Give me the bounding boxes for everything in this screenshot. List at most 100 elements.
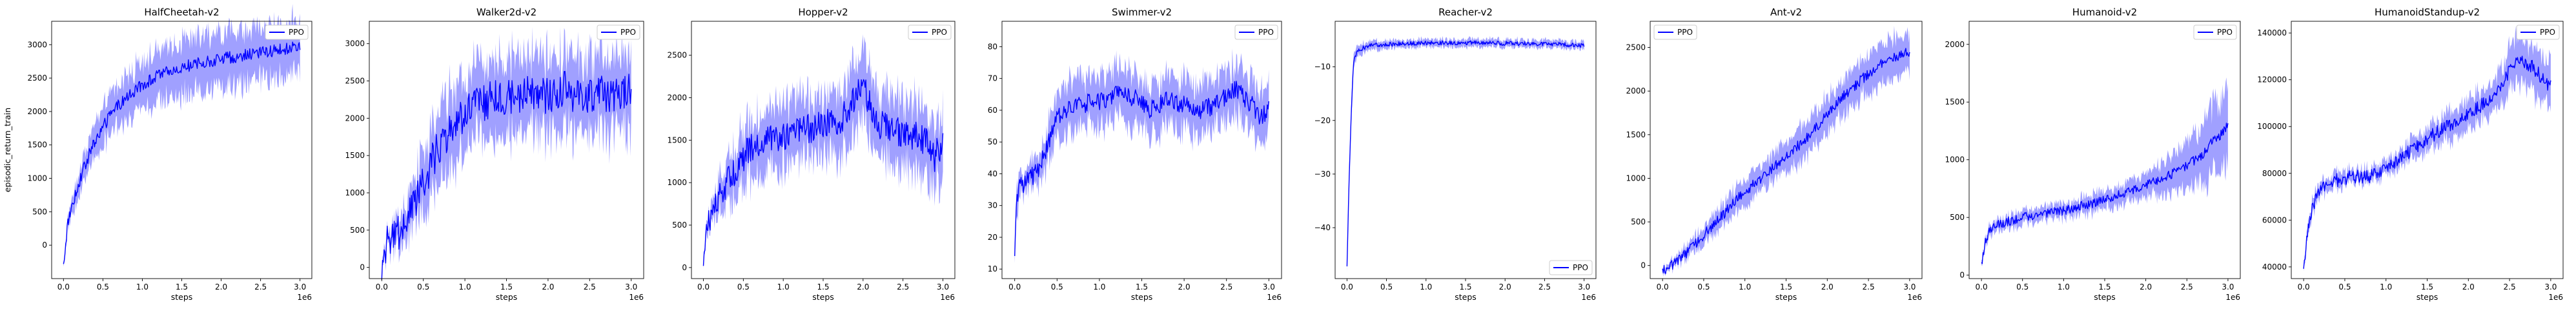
x-scale-note: 1e6 [1581, 293, 1596, 302]
series-line-ppo [381, 70, 632, 280]
y-tick-label: 500 [350, 226, 365, 235]
x-tick-label: 3.0 [2222, 282, 2234, 291]
y-tick-label: 1000 [667, 178, 687, 187]
x-tick-label: 2.5 [1538, 282, 1551, 291]
y-tick-label: 2000 [1626, 86, 1646, 95]
chart-title: Reacher-v2 [1438, 6, 1493, 18]
chart-title: HalfCheetah-v2 [144, 6, 219, 18]
x-scale-note: 1e6 [629, 293, 644, 302]
series-band-ppo [382, 26, 631, 284]
chart-title: Ant-v2 [1770, 6, 1802, 18]
x-scale-note: 1e6 [297, 293, 312, 302]
chart-title: Hopper-v2 [798, 6, 848, 18]
x-tick-label: 0.5 [1051, 282, 1063, 291]
series-line-ppo [702, 79, 944, 266]
x-tick-label: 0.0 [1341, 282, 1353, 291]
y-tick-label: 20 [988, 233, 997, 242]
x-tick-label: 2.0 [215, 282, 227, 291]
series-line-ppo [63, 41, 301, 264]
x-tick-label: 2.0 [2462, 282, 2475, 291]
y-tick-label: 0 [1641, 261, 1646, 270]
x-tick-label: 2.0 [857, 282, 869, 291]
y-tick-label: 10 [988, 264, 997, 273]
y-tick-label: 3000 [27, 40, 47, 49]
legend-box [265, 25, 309, 40]
x-tick-label: 0.5 [737, 282, 750, 291]
legend-box [1234, 25, 1278, 40]
y-tick-label: 2500 [27, 74, 47, 83]
legend: PPO [1653, 25, 1697, 40]
y-tick-label: 500 [1950, 213, 1965, 222]
y-tick-label: 70 [988, 74, 997, 83]
y-tick-label: 1000 [345, 188, 365, 197]
x-tick-label: 3.0 [625, 282, 637, 291]
chart-title: Humanoid-v2 [2072, 6, 2137, 18]
x-tick-label: 0.5 [2016, 282, 2029, 291]
legend: PPO [2193, 25, 2237, 40]
x-axis-label: steps [1455, 292, 1477, 302]
x-tick-label: 0.0 [697, 282, 710, 291]
x-tick-label: 2.5 [1863, 282, 1875, 291]
y-tick-label: 1500 [345, 151, 365, 160]
x-tick-label: 1.5 [176, 282, 188, 291]
chart-panel-4: Swimmer-v2 0.0 0.5 1.0 1.5 2.0 2.5 3.0 10 20 30 40 5… [988, 6, 1282, 302]
x-tick-label: 1.0 [1420, 282, 1432, 291]
y-tick-label: 1000 [1945, 155, 1965, 164]
x-tick-label: 1.0 [1739, 282, 1751, 291]
y-tick-label: −40 [1314, 223, 1331, 232]
chart-panel-2: Walker2d-v2 0.0 0.5 1.0 1.5 2.0 2.5 3.0 0 500 1000… [345, 6, 644, 302]
chart-panel-1: HalfCheetah-v2 0.0 0.5 1.0 1.5 2.0 2.5 3.0 0 500 1… [3, 4, 312, 302]
legend-box [908, 25, 952, 40]
x-tick-label: 1.5 [817, 282, 829, 291]
y-tick-label: 2000 [345, 114, 365, 123]
x-scale-note: 1e6 [2225, 293, 2240, 302]
x-axis-label: steps [812, 292, 834, 302]
legend: PPO [2516, 25, 2560, 40]
x-tick-label: 2.5 [897, 282, 909, 291]
y-tick-label: 500 [672, 221, 687, 230]
x-tick-label: 0.5 [97, 282, 109, 291]
series-band-ppo [1662, 26, 1910, 277]
x-axis-label: steps [2417, 292, 2438, 302]
y-tick-label: 30 [988, 201, 997, 210]
x-tick-label: 1.0 [777, 282, 790, 291]
x-tick-label: 0.0 [1657, 282, 1669, 291]
x-tick-label: 1.5 [500, 282, 513, 291]
legend-box [2193, 25, 2237, 40]
y-tick-label: 60000 [2262, 215, 2287, 224]
x-tick-label: 2.5 [584, 282, 596, 291]
y-tick-label: 3000 [345, 39, 365, 48]
x-tick-label: 0.0 [1976, 282, 1988, 291]
y-tick-label: −10 [1314, 63, 1331, 72]
x-tick-label: 3.0 [1903, 282, 1916, 291]
y-tick-label: 40 [988, 169, 997, 178]
y-tick-label: 80 [988, 42, 997, 51]
y-tick-label: 1500 [1945, 97, 1965, 106]
x-tick-label: 2.5 [254, 282, 267, 291]
legend: PPO [597, 25, 640, 40]
series-band-ppo [703, 34, 943, 269]
chart-panel-3: Hopper-v2 0.0 0.5 1.0 1.5 2.0 2.5 3.0 0 500 1000 15… [667, 6, 956, 302]
y-tick-label: 2000 [667, 94, 687, 103]
x-tick-label: 0.5 [1697, 282, 1710, 291]
x-tick-label: 0.5 [1380, 282, 1393, 291]
chart-title: Walker2d-v2 [476, 6, 537, 18]
x-tick-label: 2.0 [1178, 282, 1191, 291]
y-tick-label: −20 [1314, 116, 1331, 125]
y-tick-label: 500 [1631, 217, 1646, 226]
x-tick-label: 0.0 [57, 282, 70, 291]
chart-title: Swimmer-v2 [1112, 6, 1172, 18]
x-tick-label: 3.0 [1578, 282, 1590, 291]
legend-box [597, 25, 640, 40]
series-band-ppo [1347, 35, 1584, 272]
y-tick-label: 0 [42, 241, 47, 250]
x-scale-note: 1e6 [940, 293, 955, 302]
series-line-ppo [2303, 55, 2551, 269]
chart-panel-7: Humanoid-v2 0.0 0.5 1.0 1.5 2.0 2.5 3.0 0 500 1000… [1945, 6, 2241, 302]
y-tick-label: 140000 [2257, 28, 2287, 37]
y-tick-label: 80000 [2262, 169, 2287, 178]
y-axis-label: episodic_return_train [3, 108, 12, 192]
legend-label-ppo: PPO [1677, 28, 1693, 37]
chart-panel-6: Ant-v2 0.0 0.5 1.0 1.5 2.0 2.5 3.0 0 500 1000 1500 2… [1626, 6, 1923, 302]
